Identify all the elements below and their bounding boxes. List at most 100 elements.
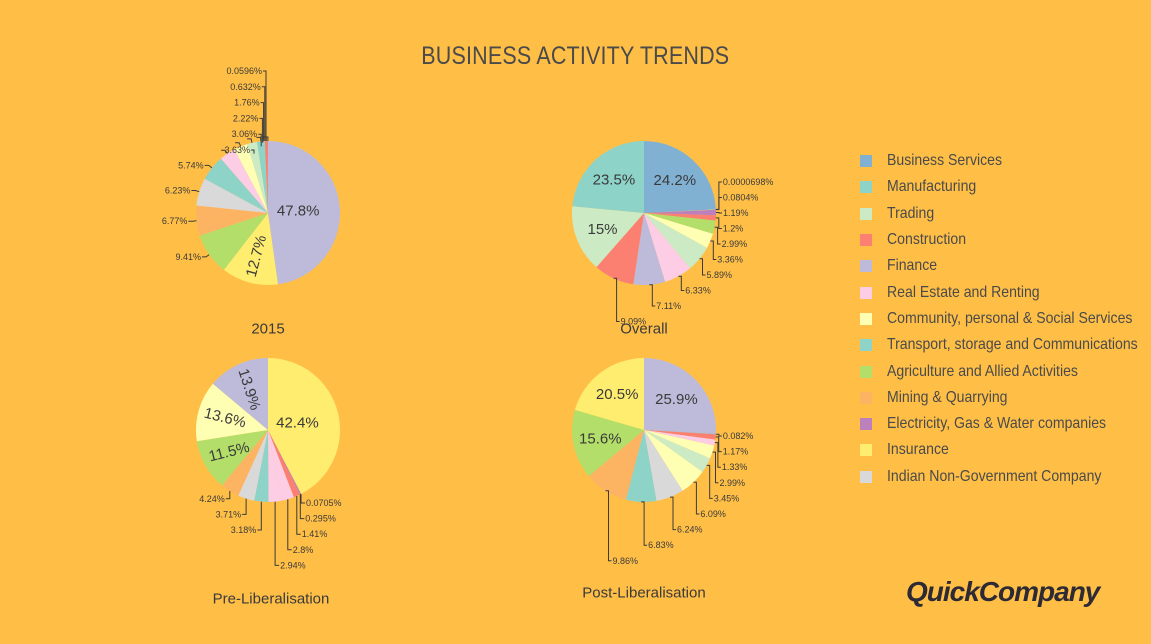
pie-slice-transport-storage-and-communications <box>204 158 268 213</box>
pie-label-inside: 15.6% <box>579 431 622 448</box>
pie-slice-transport-storage-and-communications <box>254 430 269 503</box>
leader-line <box>259 117 263 143</box>
pie-label-outside: 6.77% <box>162 216 188 226</box>
legend-item-indian-non-government-company: Indian Non-Government Company <box>860 464 1150 490</box>
legend-item-community-personal-social-services: Community, personal & Social Services <box>860 306 1150 332</box>
pie-label-inside: 20.5% <box>596 386 639 403</box>
pie-slice-transport-storage-and-communications <box>625 430 657 502</box>
pie-caption: Post-Liberalisation <box>582 585 705 602</box>
pie-slice-community-personal-social-services <box>196 383 268 442</box>
legend-item-agriculture-and-allied-activities: Agriculture and Allied Activities <box>860 358 1150 384</box>
legend-label: Mining & Quarrying <box>887 388 1008 406</box>
pie-chart-overall: 24.2% 15% 23.5% 0.0000698% 0.0804% 1.19% 1.2% 2… <box>571 140 773 338</box>
pie-label-inside: 42.4% <box>276 414 319 431</box>
pie-slice-agriculture-and-allied-activities <box>196 430 268 486</box>
legend-item-finance: Finance <box>860 253 1150 279</box>
pie-label-outside: 0.632% <box>230 82 261 92</box>
chart-title: BUSINESS ACTIVITY TRENDS <box>421 42 730 70</box>
pie-label-outside: 9.86% <box>613 556 639 566</box>
legend-swatch <box>860 234 872 247</box>
pie-label-outside: 3.71% <box>216 509 242 519</box>
pie-label-inside: 25.9% <box>655 391 698 408</box>
leader-line <box>693 481 700 515</box>
pie-label-outside: 3.18% <box>231 525 257 535</box>
legend-swatch <box>860 339 872 352</box>
legend-swatch <box>860 207 872 220</box>
leader-line <box>287 499 292 551</box>
leader-line <box>715 217 722 229</box>
legend-item-business-services: Business Services <box>860 148 1150 174</box>
pie-label-outside: 4.24% <box>199 494 225 504</box>
pie-label-outside: 2.99% <box>722 239 748 249</box>
pie-label-outside: 0.295% <box>305 514 336 524</box>
pie-slice-construction <box>644 213 716 221</box>
leader-line <box>699 258 706 276</box>
legend-label: Finance <box>887 257 938 275</box>
leader-line <box>716 212 722 214</box>
leader-line <box>300 494 305 504</box>
pie-label-outside: 6.24% <box>677 525 703 535</box>
pie-label-outside: 6.09% <box>700 509 726 519</box>
leader-line <box>221 149 228 154</box>
leader-line <box>670 496 676 531</box>
pie-slice-mining-quarrying <box>588 430 644 500</box>
leader-line <box>296 496 301 535</box>
leader-line <box>715 436 722 453</box>
legend-item-construction: Construction <box>860 227 1150 253</box>
leader-line <box>258 133 262 147</box>
pie-label-outside: 9.09% <box>621 317 647 327</box>
legend-label: Electricity, Gas & Water companies <box>887 415 1107 433</box>
leader-line <box>191 190 200 193</box>
leader-line <box>261 86 266 141</box>
legend-label: Community, personal & Social Services <box>887 309 1133 327</box>
pie-slice-construction <box>268 430 300 498</box>
leader-line <box>605 490 612 562</box>
pie-slice-finance <box>644 358 717 435</box>
leader-line <box>247 138 253 143</box>
pie-slice-real-estate-and-renting <box>268 430 282 502</box>
legend-swatch <box>860 365 872 378</box>
legend-item-manufacturing: Manufacturing <box>860 174 1150 200</box>
pie-label-outside: 1.2% <box>723 224 744 234</box>
pie-slice-agriculture-and-allied-activities <box>199 213 268 270</box>
legend-label: Trading <box>887 204 935 222</box>
legend-label: Agriculture and Allied Activities <box>887 362 1078 380</box>
pie-slice-indian-non-government-company <box>644 430 683 501</box>
pie-slice-electricity-gas-water-companies <box>268 430 302 495</box>
pie-label-outside: 5.89% <box>707 270 733 280</box>
leader-line <box>251 149 255 154</box>
leader-line <box>299 494 305 520</box>
pie-slice-trading <box>571 206 644 268</box>
legend-label: Business Services <box>887 152 1003 170</box>
pie-label-outside: 0.0596% <box>226 66 262 76</box>
pie-slice-business-services <box>644 141 716 213</box>
pie-slice-indian-non-government-company <box>196 178 268 213</box>
pie-label-outside: 3.45% <box>714 493 740 503</box>
legend-swatch <box>860 286 872 299</box>
pie-slice-agriculture-and-allied-activities <box>572 409 644 477</box>
pie-label-outside: 3.06% <box>232 129 258 139</box>
legend-swatch <box>860 391 872 404</box>
legend-swatch <box>860 312 872 325</box>
legend: Business Services Manufacturing Trading Con… <box>860 148 1150 490</box>
legend-item-transport-storage-and-communications: Transport, storage and Communications <box>860 332 1150 358</box>
pie-slice-indian-non-government-company <box>238 430 268 501</box>
legend-swatch <box>860 181 872 194</box>
pie-label-outside: 0.0804% <box>723 193 759 203</box>
pie-slice-mining-quarrying <box>222 430 268 496</box>
pie-label-outside: 6.83% <box>648 540 674 550</box>
leader-line <box>714 226 721 245</box>
pie-label-outside: 3.36% <box>717 255 743 265</box>
pie-label-outside: 9.41% <box>175 252 201 262</box>
pie-slice-mining-quarrying <box>196 205 268 236</box>
pie-label-outside: 0.0705% <box>306 498 342 508</box>
pie-slice-trading <box>644 213 708 269</box>
pie-slice-construction <box>644 430 716 440</box>
pie-label-outside: 0.082% <box>723 431 754 441</box>
pie-slice-business-services <box>644 430 716 435</box>
leader-line <box>274 501 280 566</box>
legend-label: Insurance <box>887 441 949 459</box>
pie-label-outside: 1.17% <box>723 447 749 457</box>
brand-logo: QuickCompany <box>906 576 1100 607</box>
